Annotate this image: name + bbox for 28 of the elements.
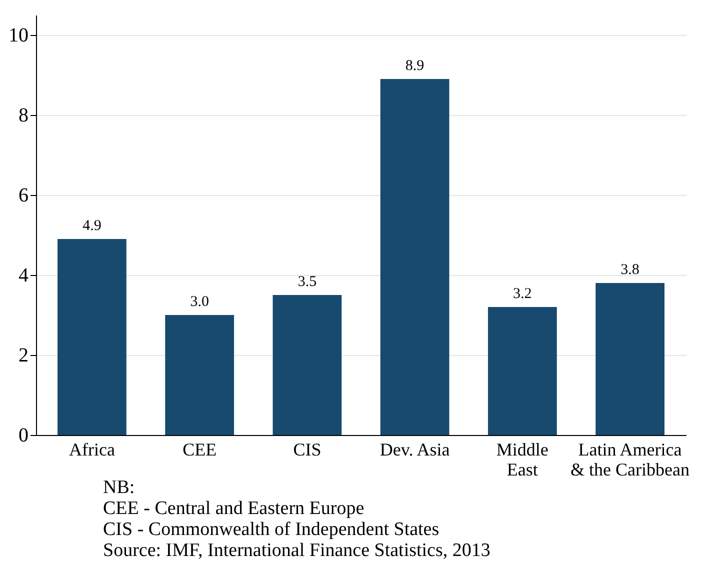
data-label: 3.8: [620, 262, 640, 278]
bar: [380, 79, 450, 435]
x-tick-label: Middle East: [496, 440, 548, 480]
bar: [488, 307, 557, 435]
y-tick-label: 2: [18, 344, 28, 366]
x-tick-label: CIS: [293, 440, 322, 460]
x-tick-label: Latin America & the Caribbean: [570, 440, 690, 480]
x-tick-label: Africa: [68, 440, 115, 460]
x-tick-label: Dev. Asia: [380, 440, 450, 460]
bar: [596, 283, 664, 435]
text: NB:: [103, 477, 135, 498]
y-tick-label: 10: [8, 24, 28, 46]
bar: [165, 315, 234, 435]
text: CEE - Central and Eastern Europe: [103, 498, 366, 519]
x-tick-label: CEE: [182, 440, 217, 460]
y-tick-label: 4: [18, 264, 28, 286]
data-label: 3.0: [190, 294, 209, 310]
data-label: 3.5: [298, 274, 317, 290]
y-tick-label: 0: [18, 424, 28, 446]
bar: [272, 295, 342, 435]
bar: [58, 239, 126, 435]
data-label: 4.9: [82, 218, 102, 234]
y-tick-label: 6: [18, 184, 28, 206]
y-tick-label: 8: [18, 104, 28, 126]
data-label: 8.9: [405, 58, 424, 74]
text: CIS - Commonwealth of Independent States: [103, 519, 440, 540]
source-note: Source: IMF, International Finance Statistics, 2013: [103, 540, 492, 561]
data-label: 3.2: [513, 286, 532, 302]
